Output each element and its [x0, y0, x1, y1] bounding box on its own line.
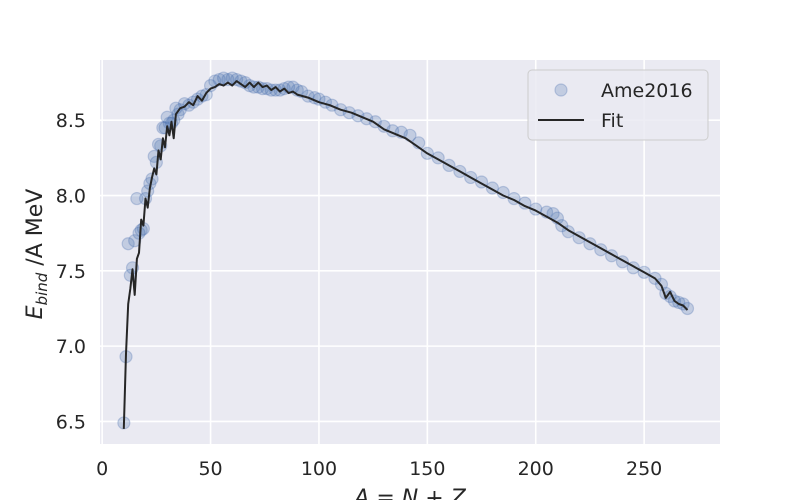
x-tick-label: 250 [626, 458, 662, 480]
y-axis-label: Ebind /A MeV [23, 189, 51, 320]
legend: Ame2016 Fit [527, 69, 709, 141]
legend-label-fit: Fit [601, 110, 623, 132]
fit-line [122, 80, 689, 429]
x-tick-label: 0 [96, 458, 108, 480]
scatter-point [221, 72, 235, 87]
y-tick-label: 7.0 [56, 336, 86, 358]
x-tick-labels: 0 50 100 150 200 250 [96, 458, 662, 480]
scatter-point [130, 191, 144, 206]
y-axis-label-sub: bind [33, 272, 51, 305]
x-axis-label: A = N + Z [352, 486, 466, 500]
scatter-point [160, 110, 174, 124]
scatter-point [212, 72, 226, 87]
x-tick-label: 50 [198, 458, 222, 480]
x-tick-label: 150 [409, 458, 445, 480]
y-tick-label: 8.5 [56, 110, 86, 132]
y-tick-label: 7.5 [56, 261, 86, 283]
scatter-point [234, 74, 248, 88]
fit-series [122, 80, 689, 429]
y-axis-label-rest: /A MeV [23, 189, 48, 273]
scatter-point [216, 71, 231, 85]
y-tick-labels: 6.5 7.0 7.5 8.0 8.5 [56, 110, 86, 433]
y-tick-label: 6.5 [56, 411, 86, 433]
scatter-point [121, 237, 135, 251]
x-tick-label: 100 [301, 458, 337, 480]
scatter-series [117, 71, 695, 430]
scatter-point [195, 89, 209, 103]
legend-scatter-marker [554, 83, 568, 97]
y-axis-label-main: E [23, 305, 48, 319]
scatter-point [680, 301, 695, 316]
y-tick-label: 8.0 [56, 186, 86, 208]
scatter-point [182, 98, 196, 112]
scatter-point [286, 80, 300, 94]
legend-label-ame2016: Ame2016 [601, 80, 693, 102]
x-tick-label: 200 [518, 458, 554, 480]
legend-box [527, 69, 709, 141]
